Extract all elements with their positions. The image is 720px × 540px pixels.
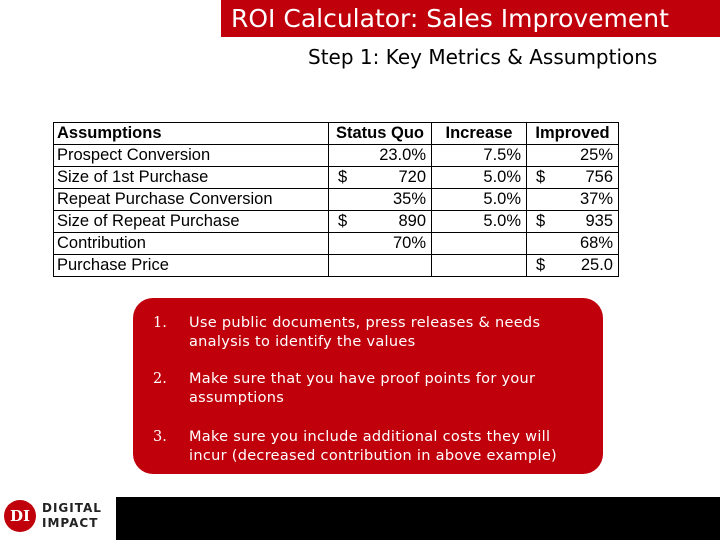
increase-value: 5.0% <box>483 168 521 186</box>
table-row: Contribution 70% 68% <box>53 232 619 255</box>
increase-value: 5.0% <box>483 212 521 230</box>
improved-value: 756 <box>585 168 613 186</box>
currency-symbol: $ <box>338 168 348 186</box>
header-status-quo: Status Quo <box>328 122 432 145</box>
increase-cell: 7.5% <box>431 144 527 167</box>
digital-impact-logo: DI DIGITAL IMPACT <box>4 496 114 536</box>
improved-cell: $935 <box>526 210 619 233</box>
table-header-row: Assumptions Status Quo Increase Improved <box>53 122 619 145</box>
note-text: Make sure you include additional costs t… <box>189 429 557 464</box>
status-quo-value: 35% <box>392 190 426 208</box>
currency-symbol <box>332 146 338 165</box>
currency-symbol <box>530 190 536 209</box>
note-number: 2. <box>153 371 167 387</box>
logo-line-2: IMPACT <box>42 516 99 530</box>
table-row: Purchase Price $25.0 <box>53 254 619 277</box>
improved-cell: 37% <box>526 188 619 211</box>
row-label: Size of 1st Purchase <box>53 166 329 189</box>
header-increase: Increase <box>431 122 527 145</box>
logo-wordmark: DIGITAL IMPACT <box>42 501 102 531</box>
table-row: Prospect Conversion 23.0% 7.5% 25% <box>53 144 619 167</box>
row-label: Contribution <box>53 232 329 255</box>
currency-symbol <box>530 146 536 165</box>
improved-value: 37% <box>579 190 613 208</box>
status-quo-cell: $890 <box>328 210 432 233</box>
assumptions-table: Assumptions Status Quo Increase Improved… <box>53 122 619 277</box>
note-text: Make sure that you have proof points for… <box>189 371 536 406</box>
note-item: 1. Use public documents, press releases … <box>153 314 593 352</box>
logo-mark-icon: DI <box>4 500 36 532</box>
improved-cell: $25.0 <box>526 254 619 277</box>
slide-title: ROI Calculator: Sales Improvement <box>221 0 720 37</box>
table-row: Repeat Purchase Conversion 35% 5.0% 37% <box>53 188 619 211</box>
row-label: Size of Repeat Purchase <box>53 210 329 233</box>
increase-cell: 5.0% <box>431 188 527 211</box>
currency-symbol: $ <box>536 256 546 274</box>
status-quo-value: 720 <box>398 168 426 186</box>
improved-cell: 25% <box>526 144 619 167</box>
improved-value: 25.0 <box>580 256 613 274</box>
row-label: Purchase Price <box>53 254 329 277</box>
status-quo-value: 23.0% <box>379 146 426 164</box>
logo-line-1: DIGITAL <box>42 501 102 515</box>
status-quo-cell: 23.0% <box>328 144 432 167</box>
note-number: 1. <box>153 315 167 331</box>
status-quo-cell <box>328 254 432 277</box>
status-quo-cell: 35% <box>328 188 432 211</box>
notes-callout: 1. Use public documents, press releases … <box>133 298 603 474</box>
currency-symbol: $ <box>536 168 546 186</box>
header-improved: Improved <box>526 122 619 145</box>
row-label: Repeat Purchase Conversion <box>53 188 329 211</box>
note-item: 3. Make sure you include additional cost… <box>153 428 593 466</box>
currency-symbol: $ <box>338 212 348 230</box>
currency-symbol <box>332 234 338 253</box>
status-quo-value: 890 <box>398 212 426 230</box>
improved-value: 935 <box>585 212 613 230</box>
increase-cell: 5.0% <box>431 166 527 189</box>
increase-cell: 5.0% <box>431 210 527 233</box>
footer-bar <box>116 497 720 540</box>
currency-symbol <box>530 234 536 253</box>
row-label: Prospect Conversion <box>53 144 329 167</box>
improved-value: 25% <box>579 146 613 164</box>
improved-cell: 68% <box>526 232 619 255</box>
note-item: 2. Make sure that you have proof points … <box>153 370 593 408</box>
currency-symbol <box>332 190 338 209</box>
status-quo-cell: 70% <box>328 232 432 255</box>
slide-subtitle: Step 1: Key Metrics & Assumptions <box>308 45 658 69</box>
increase-value: 5.0% <box>483 190 521 208</box>
status-quo-value: 70% <box>392 234 426 252</box>
improved-cell: $756 <box>526 166 619 189</box>
currency-symbol: $ <box>536 212 546 230</box>
table-row: Size of Repeat Purchase $890 5.0% $935 <box>53 210 619 233</box>
note-text: Use public documents, press releases & n… <box>189 315 541 350</box>
increase-cell <box>431 254 527 277</box>
note-number: 3. <box>153 429 167 445</box>
header-assumptions: Assumptions <box>53 122 329 145</box>
improved-value: 68% <box>579 234 613 252</box>
table-row: Size of 1st Purchase $720 5.0% $756 <box>53 166 619 189</box>
increase-cell <box>431 232 527 255</box>
increase-value: 7.5% <box>483 146 521 164</box>
status-quo-cell: $720 <box>328 166 432 189</box>
